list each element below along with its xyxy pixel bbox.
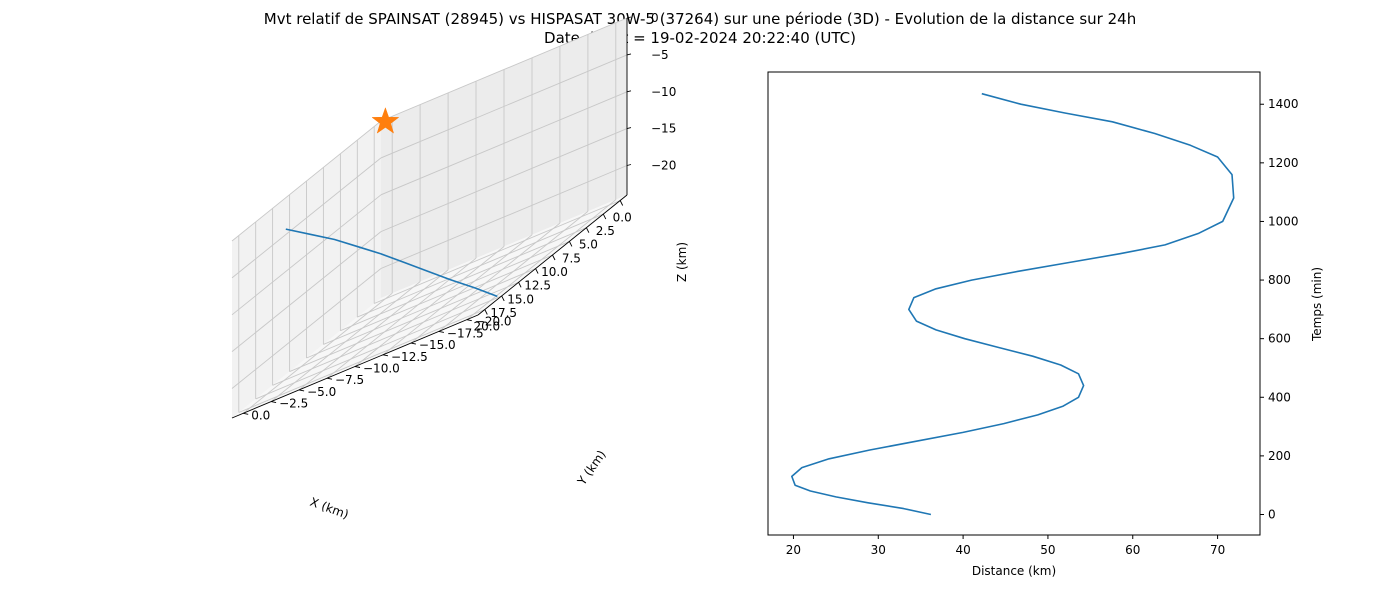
x-tick-mark-3d	[552, 254, 556, 261]
distance-line	[790, 92, 1235, 516]
y-tick-label: 200	[1268, 449, 1291, 463]
x-tick-mark-3d	[585, 227, 590, 233]
grid-line-z-left	[231, 157, 382, 279]
y-tick-label-3d: −20.0	[475, 315, 512, 329]
z-tick-mark-3d	[626, 53, 632, 56]
3d-gridlines	[231, 17, 628, 414]
grid-line-y-floor	[354, 246, 505, 367]
grid-line-y-floor	[298, 269, 449, 391]
x-tick-mark-3d	[535, 268, 539, 274]
distance-series	[790, 92, 1235, 516]
grid-line-y-floor	[242, 292, 393, 414]
plot-frame	[767, 71, 1261, 536]
x-tick-label: 60	[1125, 543, 1140, 557]
x-tick-label: 20	[786, 543, 801, 557]
z-axis-label-3d: Z (km)	[675, 242, 689, 282]
x-axis-label: Distance (km)	[972, 564, 1056, 578]
grid-line-z-left	[231, 120, 382, 242]
grid-line-z-back	[380, 165, 628, 269]
y-tick-label: 1400	[1268, 97, 1299, 111]
y-tick-mark-3d	[326, 377, 333, 380]
y-tick-mark-3d	[466, 319, 472, 322]
y-tick-label-3d: −12.5	[391, 350, 428, 364]
grid-line-z-left	[231, 231, 382, 352]
x-tick-label-3d: 12.5	[524, 279, 551, 293]
y-tick-mark-3d	[354, 366, 361, 368]
y-tick-label-3d: 0.0	[251, 408, 270, 422]
y-tick-label: 0	[1268, 507, 1276, 521]
3d-axes: 0.02.55.07.510.012.515.017.520.00.0−2.5−…	[231, 11, 676, 422]
z-tick-label-3d: −10	[651, 85, 676, 99]
x-tick-label-3d: 20.0	[473, 320, 500, 334]
y-axis-label: Temps (min)	[1310, 267, 1324, 342]
grid-line-z-back	[380, 128, 628, 233]
axis-ticks: 20 30 40 50 60 70 0 200 400 600 800 1000 1200 1400	[786, 97, 1299, 557]
chart-3d-trajectory: 0.02.55.07.510.012.515.017.520.00.0−2.5−…	[231, 11, 689, 522]
x-tick-label-3d: 10.0	[541, 265, 568, 279]
y-tick-label-3d: −15.0	[419, 338, 456, 352]
z-tick-label-3d: −5	[651, 48, 669, 62]
y-tick-mark-3d	[299, 389, 305, 392]
grid-line-y-floor	[382, 234, 533, 356]
grid-line-y-floor	[438, 211, 589, 332]
3d-series	[285, 107, 498, 298]
y-tick-label-3d: −17.5	[447, 326, 484, 340]
y-tick-label-3d: −10.0	[363, 362, 400, 376]
y-tick-mark-3d	[382, 354, 389, 357]
x-tick-label-3d: 2.5	[596, 224, 615, 238]
x-tick-mark-3d	[619, 200, 624, 206]
x-tick-mark-3d	[568, 241, 573, 247]
y-tick-label: 800	[1268, 273, 1291, 287]
grid-line-z-left	[231, 194, 382, 316]
x-tick-label: 40	[955, 543, 970, 557]
z-tick-label-3d: 0	[651, 11, 659, 25]
x-tick-mark-3d	[484, 309, 488, 315]
x-tick-label-3d: 0.0	[613, 211, 632, 225]
grid-line-z-back	[380, 54, 628, 159]
y-tick-label: 400	[1268, 390, 1291, 404]
grid-line-z-back	[380, 17, 628, 122]
y-tick-label-3d: −2.5	[279, 397, 308, 411]
x-tick-label-3d: 7.5	[562, 251, 581, 265]
x-tick-label: 50	[1040, 543, 1055, 557]
x-tick-label-3d: 5.0	[579, 238, 598, 252]
z-tick-mark-3d	[626, 127, 632, 130]
origin-star-marker	[371, 107, 400, 134]
grid-line-z-left	[231, 268, 382, 389]
y-tick-label-3d: −7.5	[335, 373, 364, 387]
y-tick-mark-3d	[410, 342, 416, 345]
y-tick-label: 1000	[1268, 214, 1299, 228]
y-tick-mark-3d	[438, 330, 444, 333]
y-tick-label-3d: −5.0	[307, 385, 336, 399]
z-tick-mark-3d	[626, 16, 632, 19]
figure-title: Mvt relatif de SPAINSAT (28945) vs HISPA…	[263, 10, 1137, 28]
z-tick-label-3d: −20	[651, 159, 676, 173]
x-tick-label-3d: 17.5	[490, 306, 517, 320]
grid-line-z-back	[380, 91, 628, 196]
x-tick-mark-3d	[501, 295, 505, 302]
grid-line-y-floor	[466, 199, 617, 321]
x-tick-mark-3d	[518, 282, 522, 288]
x-tick-label: 70	[1210, 543, 1225, 557]
z-tick-mark-3d	[626, 90, 632, 93]
z-tick-mark-3d	[626, 164, 632, 166]
trajectory-line	[285, 228, 498, 298]
y-tick-label: 1200	[1268, 156, 1299, 170]
z-tick-label-3d: −15	[651, 122, 676, 136]
y-tick-mark-3d	[271, 401, 277, 404]
x-tick-mark-3d	[602, 213, 607, 220]
grid-line-y-floor	[410, 222, 561, 344]
y-tick-label: 600	[1268, 332, 1291, 346]
grid-line-y-floor	[326, 257, 477, 379]
x-tick-label-3d: 15.0	[507, 292, 534, 306]
x-tick-label: 30	[871, 543, 886, 557]
grid-line-y-floor	[270, 281, 421, 402]
y-tick-mark-3d	[243, 412, 249, 415]
